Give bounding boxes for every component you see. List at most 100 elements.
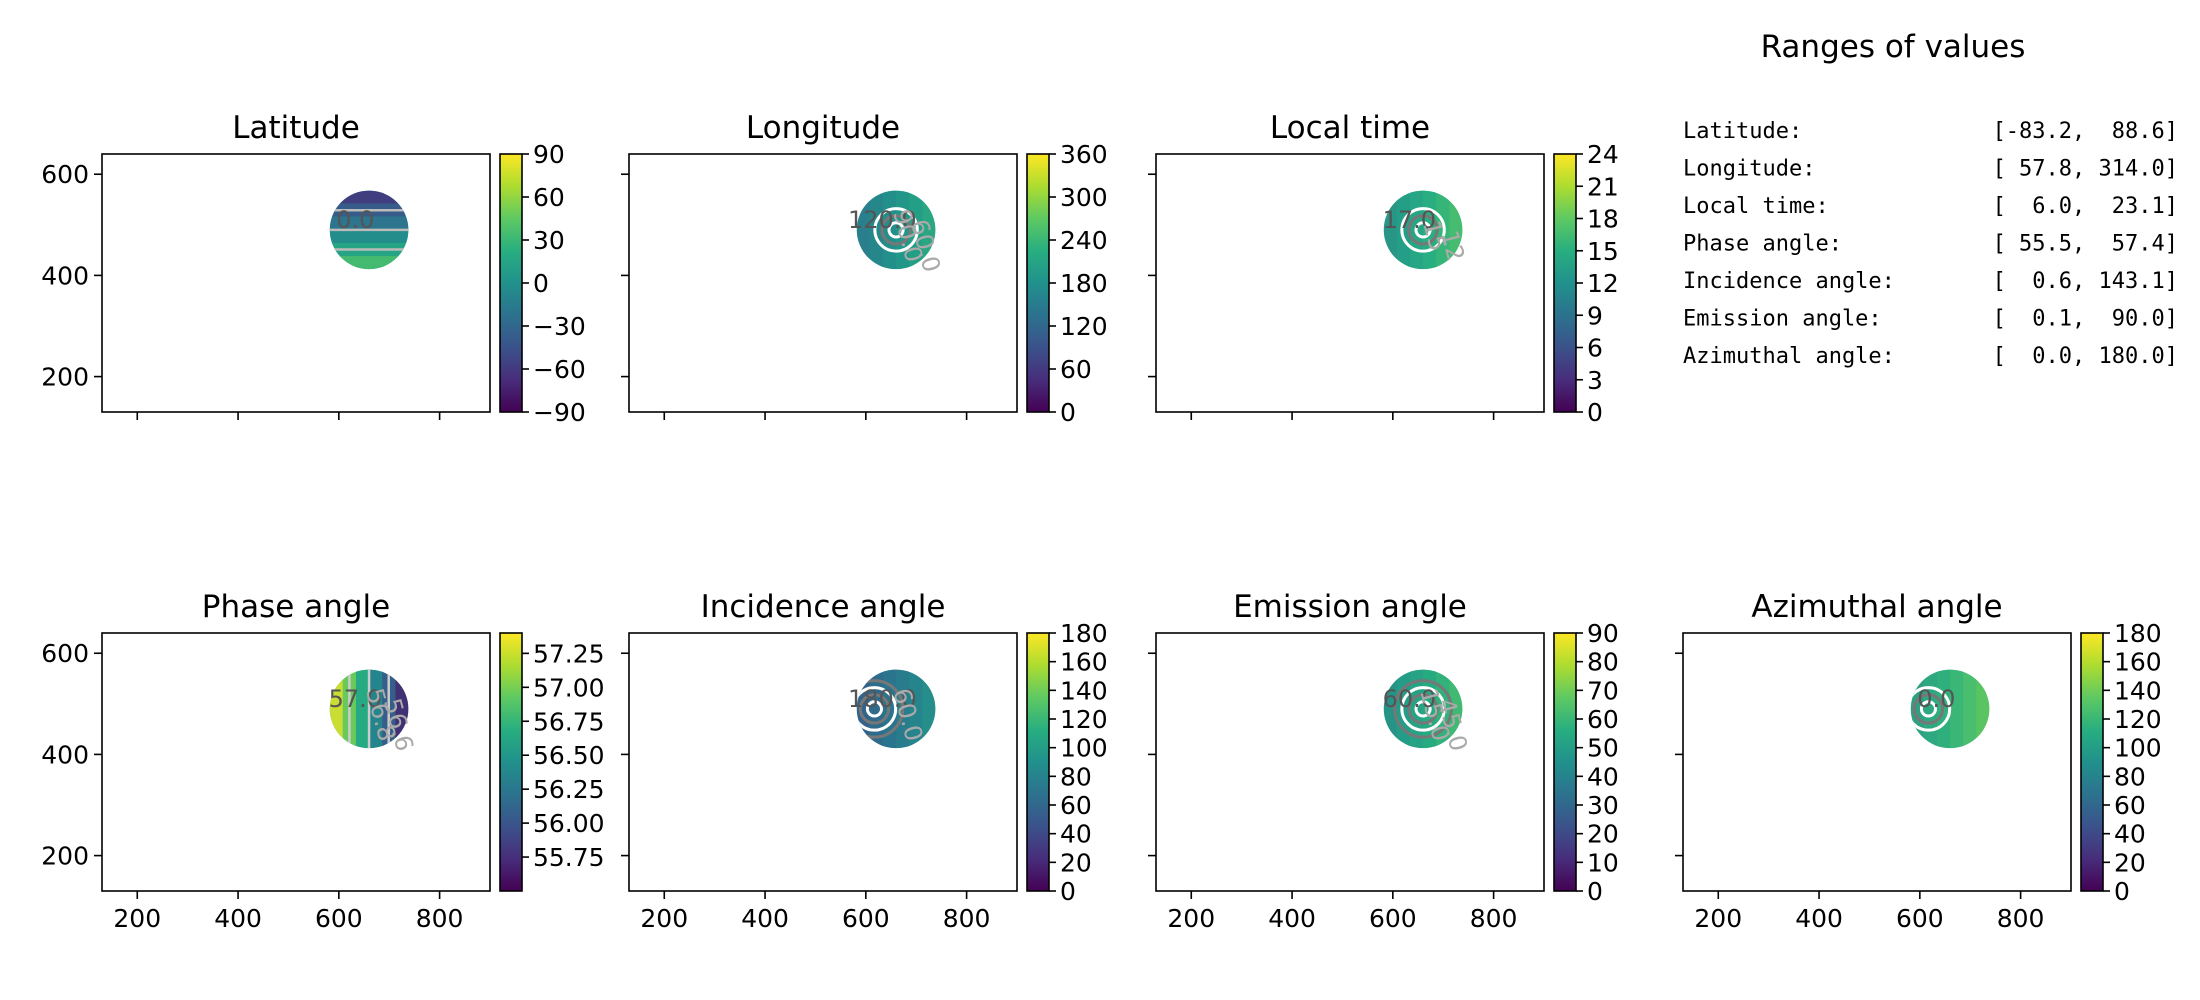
colorbar bbox=[1026, 153, 1050, 413]
x-tick-label: 600 bbox=[1369, 904, 1417, 933]
contour-line bbox=[1919, 700, 1938, 718]
colorbar bbox=[1553, 153, 1577, 413]
x-tick-label: 800 bbox=[1997, 904, 2045, 933]
colorbar-tick-label: 0 bbox=[2114, 877, 2130, 906]
colorbar-tick-label: −60 bbox=[533, 355, 586, 384]
colorbar-tick-label: 12 bbox=[1587, 269, 1619, 298]
ranges-row-label: Incidence angle: bbox=[1683, 269, 1895, 294]
colorbar-tick-label: 160 bbox=[2114, 648, 2162, 677]
contour-label: 180.0 bbox=[848, 685, 917, 713]
colorbar-tick-label: −90 bbox=[533, 398, 586, 427]
ranges-row-value: [ 0.0, 180.0] bbox=[1993, 344, 2178, 369]
contour-line bbox=[865, 700, 884, 718]
colorbar-tick-label: 6 bbox=[1587, 334, 1603, 363]
ranges-row-value: [-83.2, 88.6] bbox=[1993, 119, 2178, 144]
contour-line bbox=[1414, 700, 1432, 718]
x-tick-label: 200 bbox=[1167, 904, 1215, 933]
y-tick-label: 600 bbox=[41, 160, 89, 189]
x-tick-label: 800 bbox=[1470, 904, 1518, 933]
y-tick-label: 400 bbox=[41, 740, 89, 769]
panel-title: Phase angle bbox=[202, 589, 390, 625]
x-tick-label: 600 bbox=[1896, 904, 1944, 933]
colorbar-tick-label: 80 bbox=[1060, 762, 1092, 791]
colorbar-tick-label: 60 bbox=[1060, 355, 1092, 384]
colorbar-tick-label: 56.75 bbox=[533, 707, 605, 736]
colorbar-tick-label: 140 bbox=[1060, 676, 1108, 705]
colorbar-tick-label: 9 bbox=[1587, 301, 1603, 330]
shade-band bbox=[329, 229, 409, 243]
shade-band bbox=[1436, 669, 1450, 749]
colorbar-tick-label: 140 bbox=[2114, 676, 2162, 705]
y-tick-label: 200 bbox=[41, 842, 89, 871]
shade-band bbox=[1396, 669, 1410, 749]
shade-band bbox=[1396, 190, 1410, 270]
ranges-rows: Latitude: [-83.2, 88.6] Longitude: [ 57.8, … bbox=[1683, 119, 2178, 369]
ranges-row-label: Phase angle: bbox=[1683, 232, 1842, 257]
colorbar-tick-label: 18 bbox=[1587, 205, 1619, 234]
ranges-title: Ranges of values bbox=[1761, 29, 2026, 65]
colorbar-tick-label: 20 bbox=[1587, 820, 1619, 849]
colorbar-tick-label: 50 bbox=[1587, 734, 1619, 763]
contour-line bbox=[856, 679, 905, 739]
colorbar-tick-label: 60 bbox=[533, 183, 565, 212]
contour-label: 17.0 bbox=[1383, 206, 1436, 234]
shade-band bbox=[1436, 190, 1450, 270]
colorbar-tick-label: 120 bbox=[1060, 312, 1108, 341]
colorbar-tick-label: 3 bbox=[1587, 366, 1603, 395]
colorbar-tick-label: 15 bbox=[1587, 237, 1619, 266]
contour-line bbox=[887, 221, 905, 239]
colorbar bbox=[1026, 632, 1050, 892]
contour-line bbox=[856, 686, 898, 732]
contour-line bbox=[1910, 686, 1952, 732]
colorbar-tick-label: 40 bbox=[1060, 820, 1092, 849]
contour-line bbox=[1393, 679, 1453, 739]
x-tick-label: 400 bbox=[1268, 904, 1316, 933]
contour-line bbox=[1400, 207, 1446, 253]
colorbar-tick-label: 55.75 bbox=[533, 843, 605, 872]
x-tick-label: 200 bbox=[640, 904, 688, 933]
colorbar-tick-label: 0 bbox=[1587, 877, 1603, 906]
colorbar-tick-label: 90 bbox=[533, 140, 565, 169]
shade-band bbox=[869, 190, 883, 270]
colorbar-tick-label: 56.50 bbox=[533, 741, 605, 770]
panels: Latitude0.02004006009060300−30−60−90Long… bbox=[41, 110, 2161, 933]
colorbar-tick-label: 20 bbox=[1060, 848, 1092, 877]
shade-band bbox=[909, 190, 923, 270]
axes-frame bbox=[1155, 153, 1545, 413]
colorbar-tick-label: 56.25 bbox=[533, 775, 605, 804]
colorbar-tick-label: 40 bbox=[2114, 820, 2146, 849]
colorbar-tick-label: 70 bbox=[1587, 676, 1619, 705]
contour-line bbox=[1912, 693, 1945, 725]
y-tick-label: 400 bbox=[41, 261, 89, 290]
colorbar-tick-label: 21 bbox=[1587, 172, 1619, 201]
panel-latitude: Latitude 0.0 200 400 600 90 60 30 0 −30 −60 −90 bbox=[41, 110, 585, 427]
axes-frame bbox=[628, 153, 1018, 413]
colorbar-tick-label: 30 bbox=[1587, 791, 1619, 820]
contour-label: 0.0 bbox=[336, 206, 374, 234]
shade-band bbox=[355, 669, 370, 749]
colorbar-tick-label: 10 bbox=[1587, 848, 1619, 877]
ranges-row-value: [ 6.0, 23.1] bbox=[1993, 194, 2178, 219]
panel-title: Local time bbox=[1270, 110, 1430, 146]
x-tick-label: 800 bbox=[943, 904, 991, 933]
colorbar-tick-label: 24 bbox=[1587, 140, 1619, 169]
shade-band bbox=[1963, 669, 1977, 749]
disk-shading bbox=[856, 190, 936, 270]
colorbar-tick-label: 60 bbox=[1587, 705, 1619, 734]
contour-line bbox=[1407, 214, 1439, 246]
colorbar-tick-label: 30 bbox=[533, 226, 565, 255]
colorbar-tick-label: 160 bbox=[1060, 648, 1108, 677]
colorbar-tick-label: 180 bbox=[2114, 619, 2162, 648]
colorbar-tick-label: 57.25 bbox=[533, 639, 605, 668]
ranges-row-label: Azimuthal angle: bbox=[1683, 344, 1895, 369]
colorbar-tick-label: 56.00 bbox=[533, 809, 605, 838]
panel-title: Azimuthal angle bbox=[1751, 589, 2002, 625]
contour-label: 60.0 bbox=[1383, 685, 1436, 713]
x-tick-label: 400 bbox=[741, 904, 789, 933]
axes-frame bbox=[101, 153, 491, 413]
